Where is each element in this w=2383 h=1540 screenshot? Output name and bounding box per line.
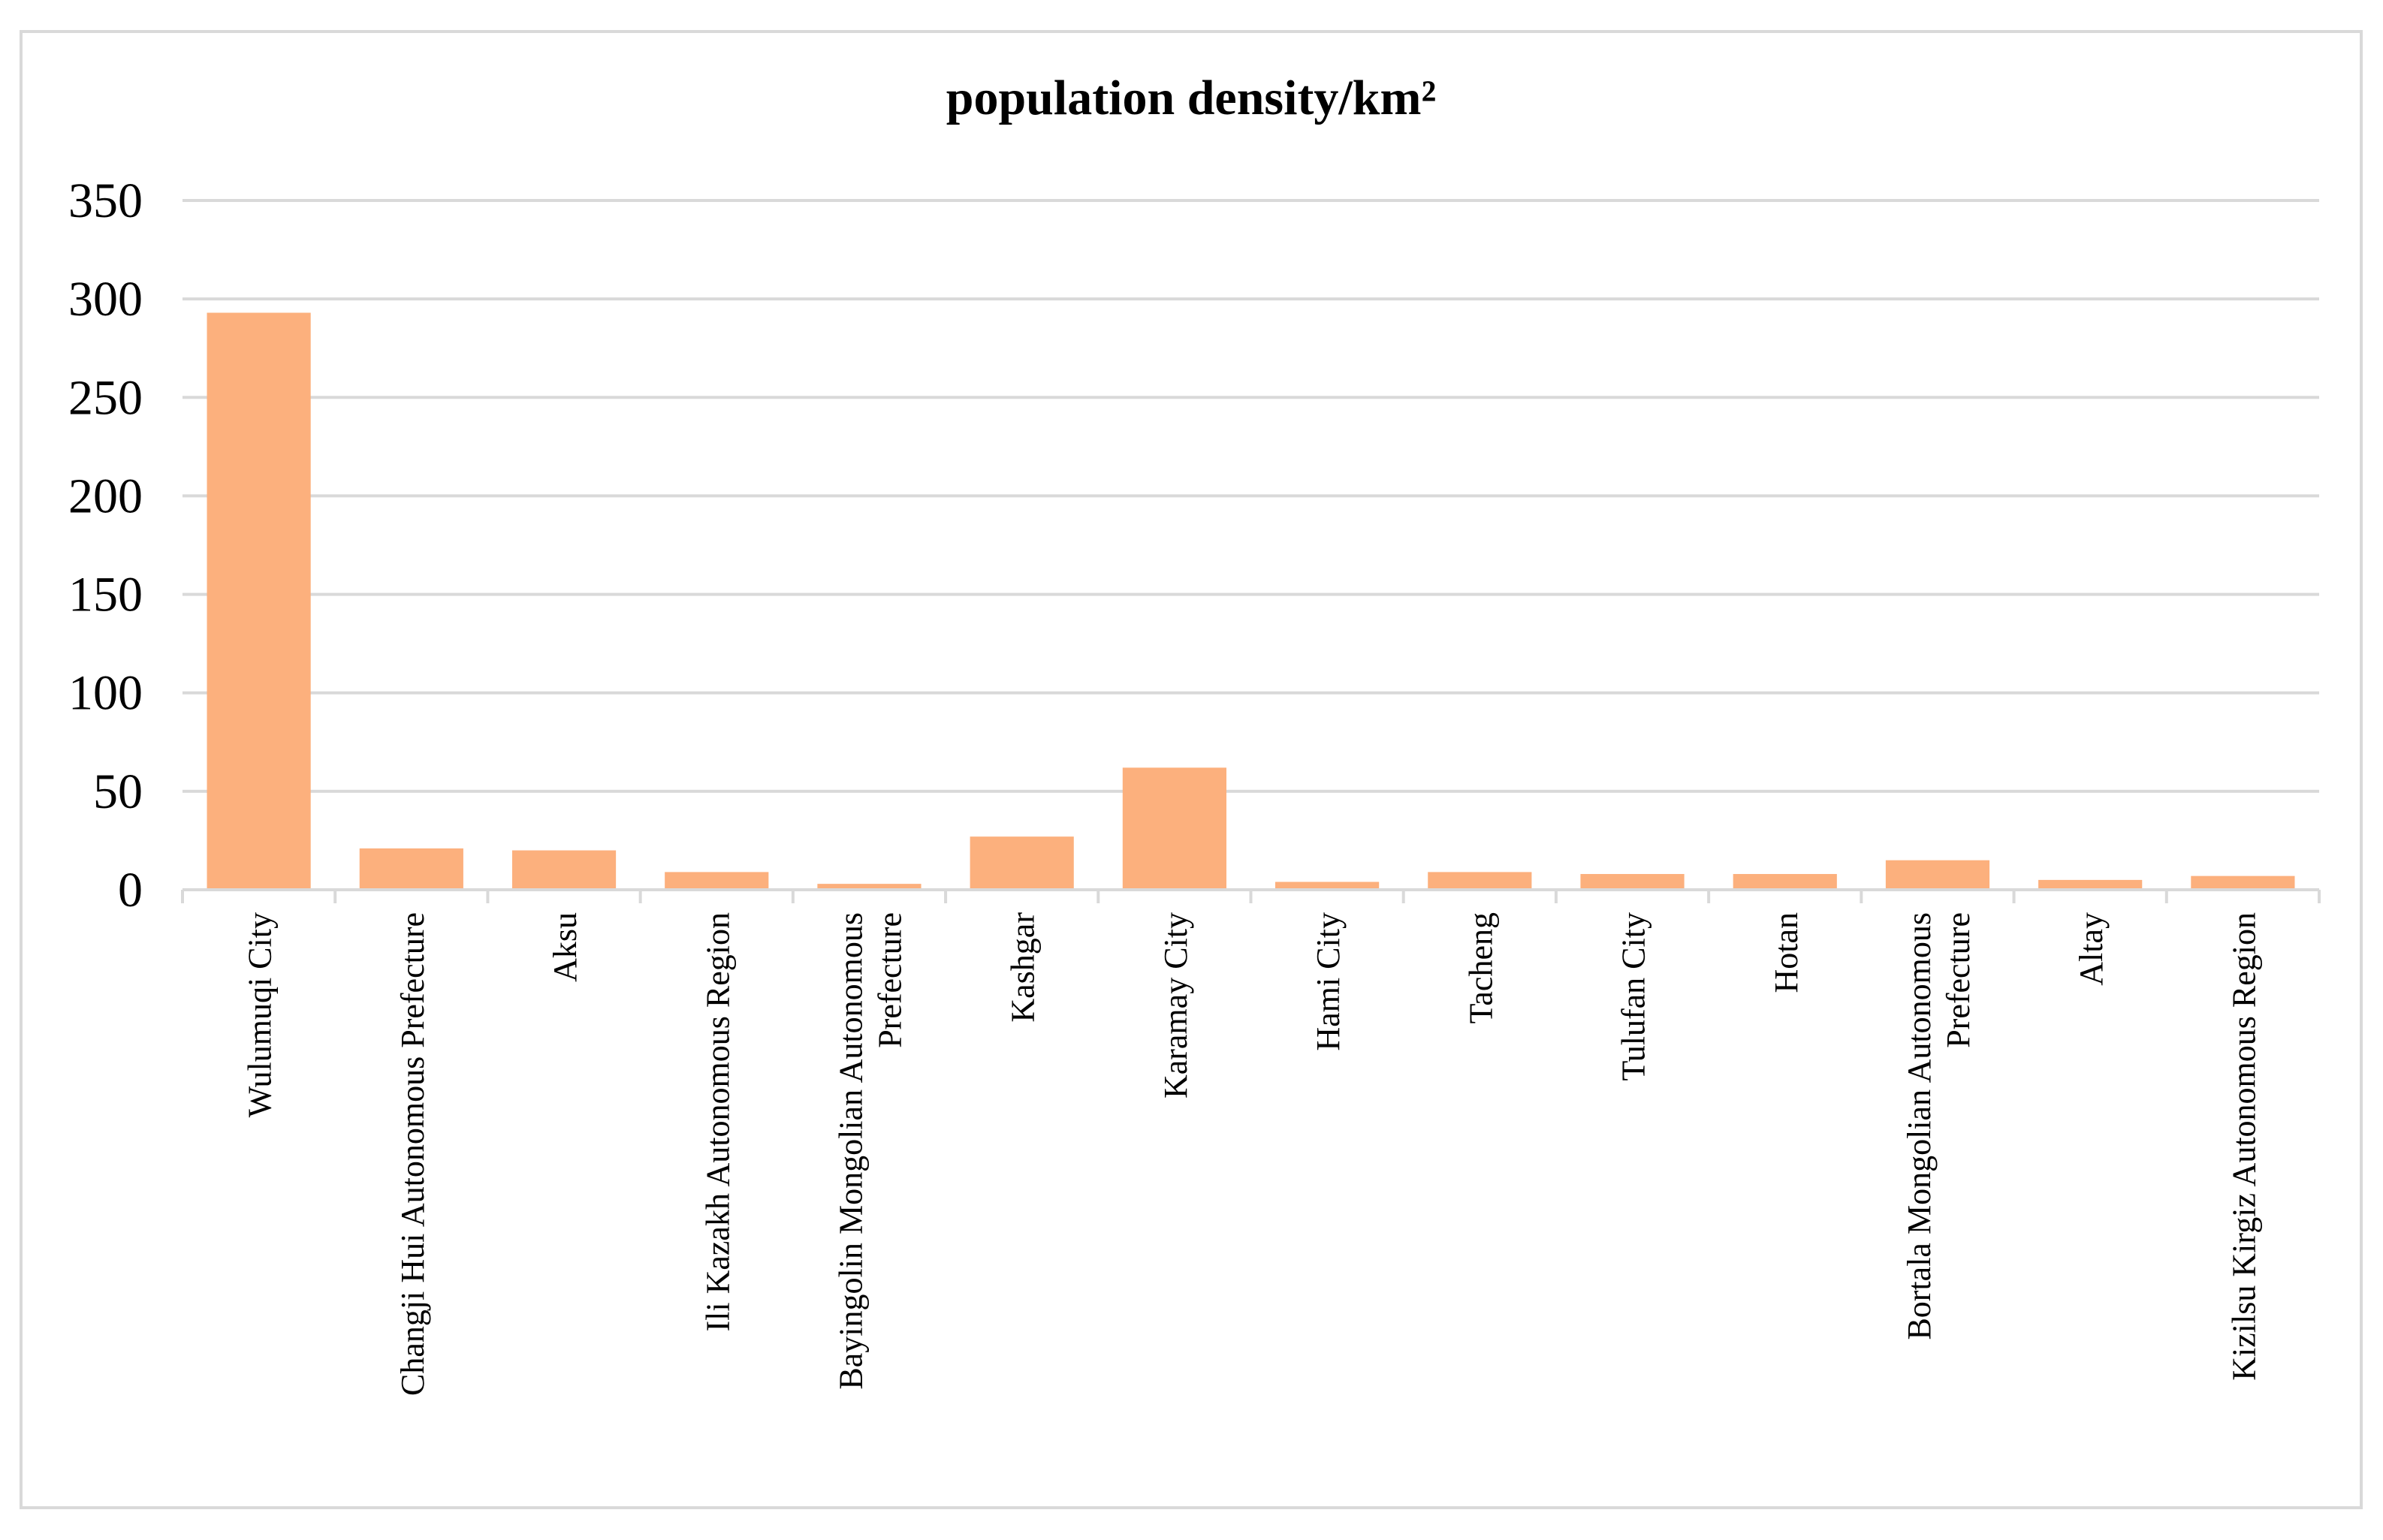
y-tick-label: 200 (68, 469, 143, 523)
x-tick-label-line: Aksu (547, 912, 584, 982)
x-tick-label-line: Hotan (1768, 912, 1805, 993)
x-tick-label: Karamay City (1157, 912, 1194, 1098)
x-tick-label-line: Bayingolin Mongolian Autonomous (832, 912, 869, 1390)
x-tick-label-line: Prefecture (871, 912, 908, 1048)
x-tick-label: Kizilsu Kirgiz Autonomous Region (2225, 912, 2262, 1381)
x-tick-label: Hotan (1768, 912, 1805, 993)
bar (970, 836, 1074, 890)
chart-title: population density/km² (946, 71, 1437, 125)
x-tick-label-line: Hami City (1310, 912, 1347, 1051)
x-tick-label-line: Changji Hui Autonomous Prefecture (394, 912, 431, 1396)
x-tick-label: Changji Hui Autonomous Prefecture (394, 912, 431, 1396)
x-tick-label: Ili Kazakh Autonomous Region (699, 912, 736, 1332)
bar (665, 872, 769, 890)
x-tick-label: Hami City (1310, 912, 1347, 1051)
bar (817, 884, 922, 890)
x-tick-label: Tacheng (1462, 912, 1499, 1023)
x-tick-label-line: Wulumuqi City (242, 912, 279, 1117)
x-tick-label-line: Kashgar (1005, 912, 1042, 1023)
bar (359, 848, 463, 890)
x-tick-label: Bortala Mongolian Autonomous Prefecture (1901, 912, 1977, 1340)
x-tick-label: Bayingolin Mongolian Autonomous Prefectur… (832, 912, 908, 1390)
bar (1122, 767, 1226, 890)
y-tick-label: 250 (68, 370, 143, 425)
bar (511, 850, 617, 890)
x-tick-label-line: Tacheng (1462, 912, 1499, 1023)
bars (207, 312, 2295, 890)
x-tick-label: Aksu (547, 912, 584, 982)
x-axis-labels: Wulumuqi City Changji Hui Autonomous Pref… (242, 912, 2263, 1396)
x-tick-label-line: Altay (2073, 912, 2110, 986)
x-tick-label: Tulufan City (1615, 912, 1652, 1081)
bar (1275, 882, 1380, 890)
bar (2191, 875, 2295, 890)
y-tick-label: 0 (118, 863, 143, 918)
x-tick-label-line: Kizilsu Kirgiz Autonomous Region (2225, 912, 2262, 1381)
x-axis (181, 888, 2321, 903)
grid-lines (182, 199, 2319, 793)
x-tick-label-line: Ili Kazakh Autonomous Region (699, 912, 736, 1332)
x-tick-label-line: Bortala Mongolian Autonomous (1901, 912, 1938, 1340)
y-tick-label: 350 (68, 173, 143, 228)
y-axis-ticks: 0 50 100 150 200 250 300 350 (68, 173, 143, 918)
y-tick-label: 50 (93, 764, 143, 819)
x-tick-label-line: Prefecture (1940, 912, 1977, 1048)
x-tick-label-line: Karamay City (1157, 912, 1194, 1098)
x-tick-label: Altay (2073, 912, 2110, 986)
x-tick-label: Wulumuqi City (242, 912, 279, 1117)
y-tick-label: 150 (68, 568, 143, 622)
bar (2038, 879, 2143, 890)
bar (1885, 860, 1990, 890)
bar (207, 312, 311, 890)
x-tick-label-line: Tulufan City (1615, 912, 1652, 1081)
bar (1580, 874, 1685, 890)
bar (1733, 874, 1837, 890)
bar (1428, 872, 1532, 890)
x-tick-label: Kashgar (1005, 912, 1042, 1023)
y-tick-label: 100 (68, 666, 143, 721)
y-tick-label: 300 (68, 272, 143, 327)
